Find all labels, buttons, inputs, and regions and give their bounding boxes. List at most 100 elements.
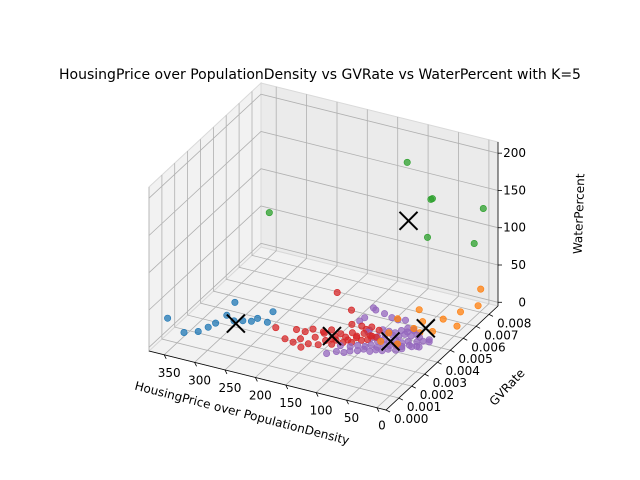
y-tick-mark [463, 337, 468, 341]
scatter-point-cluster-5 [401, 316, 409, 324]
scatter-point-cluster-2 [456, 308, 464, 316]
scatter-point-cluster-1 [204, 323, 212, 331]
scatter-point-cluster-4 [304, 340, 312, 348]
scatter-point-cluster-5 [372, 346, 380, 354]
chart-title: HousingPrice over PopulationDensity vs G… [59, 67, 581, 83]
x-tick-mark [224, 369, 228, 375]
scatter-point-cluster-2 [410, 324, 418, 332]
scatter-point-cluster-5 [323, 349, 331, 357]
y-grid-line [174, 163, 412, 387]
x-grid-line [315, 124, 429, 393]
scatter-point-cluster-1 [254, 314, 262, 322]
x-tick-label: 300 [188, 373, 211, 387]
x-tick-mark [315, 392, 319, 397]
z-tick-label: 50 [511, 258, 526, 272]
scatter-point-cluster-1 [263, 318, 271, 326]
x-tick-label: 100 [310, 404, 333, 418]
scatter-point-cluster-5 [398, 345, 406, 353]
scatter-point-cluster-1 [212, 319, 220, 327]
scatter-point-cluster-5 [415, 343, 423, 351]
y-tick-mark [475, 325, 481, 329]
y-tick-mark [424, 373, 429, 377]
scatter-point-cluster-5 [367, 341, 375, 349]
scatter-point-cluster-4 [297, 343, 305, 351]
y-tick-label: 0.003 [433, 376, 467, 390]
scatter-point-cluster-1 [180, 328, 188, 336]
scatter-point-cluster-3 [479, 205, 487, 213]
centroid-marker [380, 331, 401, 352]
y-tick-mark [398, 397, 404, 401]
centroid-markers [226, 211, 436, 352]
z-tick-label: 150 [503, 183, 526, 197]
scatter-point-cluster-4 [360, 329, 368, 337]
centroid-marker [398, 211, 419, 231]
x-grid-line [376, 139, 490, 408]
scatter-point-cluster-2 [453, 322, 461, 330]
scatter-point-cluster-5 [353, 347, 361, 355]
scatter-point-cluster-1 [269, 308, 277, 316]
scatter-point-cluster-1 [164, 314, 172, 322]
z-grid-line [148, 93, 499, 199]
scatter-point-cluster-3 [470, 240, 478, 248]
scatter-point-cluster-2 [439, 315, 447, 323]
scatter-point-cluster-2 [415, 306, 423, 314]
y-axis-line [385, 305, 499, 411]
scatter-point-cluster-4 [289, 338, 297, 346]
scatter-point-cluster-1 [247, 317, 255, 325]
scatter-point-cluster-4 [348, 320, 356, 328]
y-axis-ticks: 0.0000.0010.0020.0030.0040.0050.0060.007… [385, 314, 531, 426]
scatter-point-cluster-5 [366, 347, 374, 355]
x-grid-line [285, 117, 399, 386]
scatter-point-cluster-5 [340, 348, 348, 356]
y-tick-label: 0.006 [471, 340, 505, 354]
y-grid-line [225, 115, 464, 339]
x-tick-label: 250 [219, 381, 242, 395]
scatter-point-cluster-5 [380, 310, 388, 318]
x-axis-ticks: 0 50 100 150 200 250 300 350 [158, 354, 386, 433]
z-tick-label: 100 [503, 221, 526, 235]
x-tick-mark [254, 377, 258, 382]
scatter-point-cluster-5 [425, 338, 433, 346]
centroid-marker [226, 313, 246, 334]
centroid-marker [416, 318, 436, 339]
x-tick-mark [194, 362, 197, 367]
x-grid-line [224, 101, 338, 371]
y-tick-mark [450, 349, 455, 353]
x-tick-mark [376, 407, 380, 412]
y-grid-line [238, 103, 477, 327]
scatter-point-cluster-5 [360, 345, 368, 353]
scatter-points [164, 158, 487, 357]
y-grid-line [161, 175, 399, 399]
scatter-point-cluster-4 [328, 326, 336, 334]
scatter-point-cluster-3 [265, 209, 273, 217]
x-tick-mark [285, 384, 289, 390]
scatter-point-cluster-2 [394, 315, 402, 323]
scatter-point-cluster-1 [194, 327, 202, 335]
scatter-point-cluster-4 [347, 306, 355, 314]
scatter-point-cluster-5 [346, 347, 354, 355]
scatter-point-cluster-2 [477, 285, 485, 293]
axis-panes [147, 81, 500, 411]
y-tick-label: 0.007 [484, 328, 518, 342]
scatter-point-cluster-4 [352, 334, 360, 342]
scatter-point-cluster-5 [388, 314, 396, 322]
y-tick-label: 0.000 [394, 412, 428, 426]
scatter-point-cluster-4 [296, 335, 304, 343]
x-tick-label: 50 [344, 411, 359, 425]
x-tick-label: 350 [158, 366, 181, 380]
scatter-point-cluster-3 [428, 195, 436, 203]
z-axis-label: WaterPercent [571, 173, 588, 254]
y-grid-line [251, 91, 490, 315]
scatter-point-cluster-5 [372, 306, 380, 314]
z-grid-line [148, 242, 499, 348]
y-tick-mark [488, 314, 494, 317]
z-axis-ticks: 0 50 100 150 200 [498, 146, 526, 309]
scatter-point-cluster-4 [358, 322, 366, 330]
y-tick-label: 0.008 [497, 316, 531, 330]
scatter-point-cluster-4 [309, 325, 317, 333]
scatter-point-cluster-5 [401, 330, 409, 338]
y-tick-label: 0.005 [458, 352, 492, 366]
x-tick-label: 200 [249, 388, 272, 402]
scatter-point-cluster-4 [272, 324, 280, 332]
y-tick-mark [437, 361, 442, 365]
